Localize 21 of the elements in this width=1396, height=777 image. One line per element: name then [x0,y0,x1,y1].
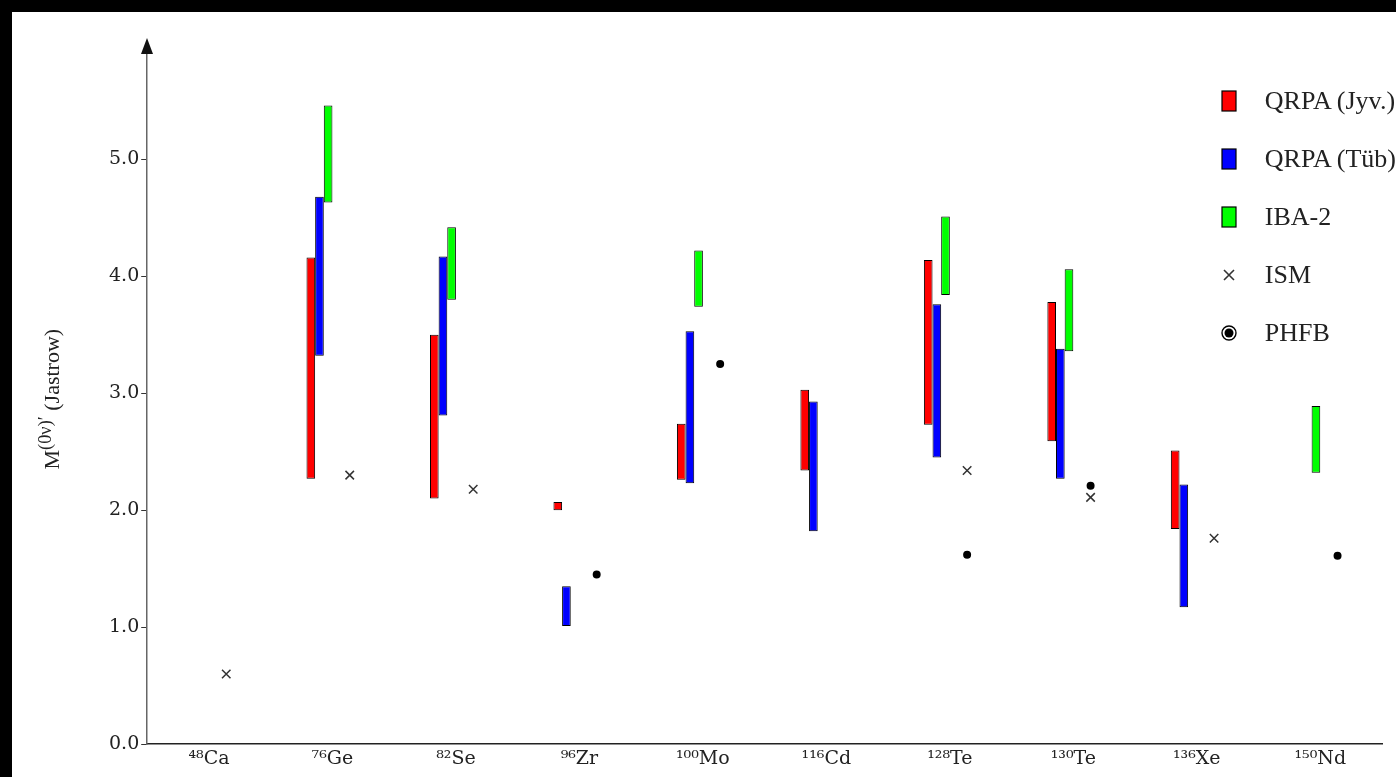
legend-label: PHFB [1264,318,1330,348]
x-tick-label: ⁷⁶Ge [311,745,354,768]
y-tick-label: 0.0 [109,731,140,754]
x-tick-label: ¹²⁸Te [927,745,973,768]
y-tick-label: 1.0 [109,614,140,637]
y-tick-label: 5.0 [109,146,140,169]
x-tick-label: ⁹⁶Zr [560,745,600,768]
x-tick-label: ¹³⁶Xe [1172,745,1221,768]
y-tick-label: 2.0 [109,497,140,520]
legend-label: IBA-2 [1264,202,1332,232]
x-tick-label: ¹¹⁶Cd [801,745,852,768]
x-tick-label: ⁸²Se [436,745,476,768]
legend-label: QRPA (Jyv.) [1264,86,1396,116]
x-tick-label: ¹⁵⁰Nd [1294,745,1347,768]
x-tick-label: ¹³⁰Te [1050,745,1096,768]
y-tick-label: 3.0 [109,380,140,403]
x-tick-label: ⁴⁸Ca [188,745,230,768]
x-tick-label: ¹⁰⁰Mo [675,745,730,768]
legend-label: QRPA (Tüb) [1264,144,1396,174]
legend-label: ISM [1264,260,1312,290]
y-tick-label: 4.0 [109,263,140,286]
